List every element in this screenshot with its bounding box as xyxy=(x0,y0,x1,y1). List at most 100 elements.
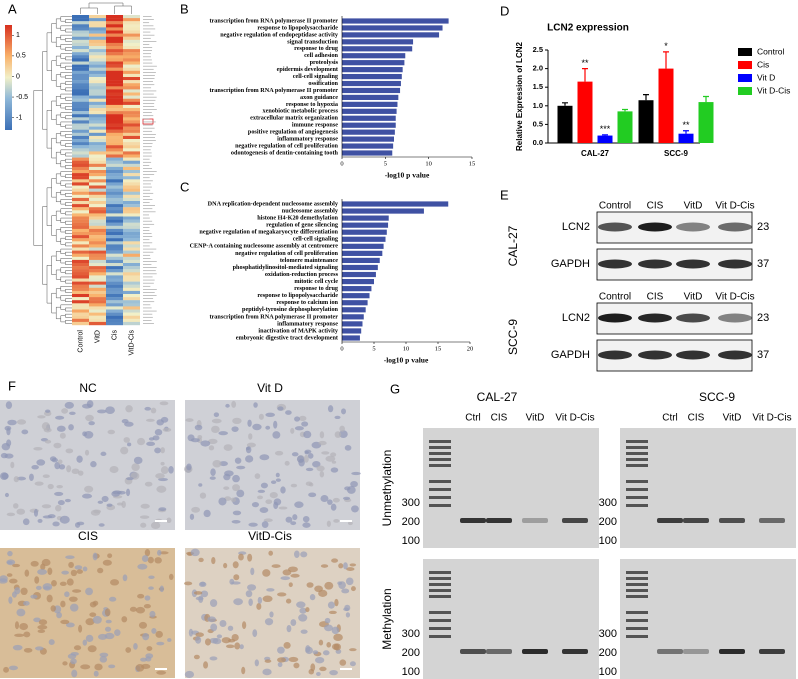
cell-nucleus xyxy=(126,442,132,447)
category-label: negative regulation of endopeptidase act… xyxy=(220,31,339,38)
cell-nucleus xyxy=(190,548,200,557)
heatmap-cell xyxy=(72,250,89,254)
heatmap-cell xyxy=(123,120,140,124)
heatmap-cell xyxy=(123,86,140,90)
cell-nucleus xyxy=(57,499,65,506)
significance-label: *** xyxy=(600,124,611,134)
cell-nucleus xyxy=(73,645,82,651)
heatmap-cell xyxy=(89,30,106,34)
heatmap-cell xyxy=(89,266,106,270)
ladder-band xyxy=(429,480,451,483)
cell-nucleus xyxy=(82,639,88,646)
heatmap-cell xyxy=(123,170,140,174)
heatmap-cell xyxy=(123,73,140,78)
cell-nucleus xyxy=(166,517,172,524)
heatmap-cell xyxy=(123,263,140,267)
lane-label: Ctrl xyxy=(662,413,678,424)
x-tick-label: SCC-9 xyxy=(664,149,689,158)
heatmap-cell xyxy=(106,294,123,298)
category-label: telomere maintenance xyxy=(280,257,338,264)
lane-label: Vit D-Cis xyxy=(555,413,594,424)
heatmap-cell xyxy=(106,64,123,68)
cell-nucleus xyxy=(31,464,39,470)
cell-nucleus xyxy=(208,445,215,451)
bar xyxy=(342,321,363,327)
heatmap-cell xyxy=(72,83,89,87)
cell-nucleus xyxy=(272,431,281,439)
cell-nucleus xyxy=(245,455,254,463)
cell-nucleus xyxy=(67,653,77,659)
heatmap-cell xyxy=(72,219,89,223)
ladder-label: 300 xyxy=(599,497,617,509)
y-tick-label: 0.5 xyxy=(533,119,543,128)
cell-nucleus xyxy=(326,642,332,648)
cell-nucleus xyxy=(155,473,165,479)
dendrogram xyxy=(65,106,72,110)
ladder-label: 100 xyxy=(402,535,420,547)
dendrogram xyxy=(65,230,72,234)
dendrogram xyxy=(65,28,72,33)
category-label: response to drug xyxy=(294,45,339,52)
heatmap-cell xyxy=(106,89,123,93)
heatmap-cell xyxy=(123,83,140,87)
heatmap-cell xyxy=(89,238,106,242)
bar xyxy=(342,293,370,299)
cell-nucleus xyxy=(334,598,339,607)
heatmap-cell xyxy=(106,318,123,323)
cell-nucleus xyxy=(97,500,104,504)
blot-band xyxy=(638,313,672,323)
ladder-label: 200 xyxy=(402,647,420,659)
heatmap-cell xyxy=(106,70,123,75)
bar xyxy=(342,250,383,256)
cell-nucleus xyxy=(218,497,227,506)
cell-nucleus xyxy=(347,521,353,526)
heatmap-cell xyxy=(123,278,140,282)
ladder-band xyxy=(429,619,451,622)
cell-nucleus xyxy=(306,582,314,588)
cell-nucleus xyxy=(277,406,284,411)
heatmap-cell xyxy=(123,108,140,112)
cell-nucleus xyxy=(59,581,67,586)
cell-nucleus xyxy=(56,611,62,619)
category-label: mitotic cell cycle xyxy=(294,278,338,285)
dendrogram xyxy=(65,124,72,129)
cell-nucleus xyxy=(36,459,46,466)
cell-nucleus xyxy=(93,509,102,514)
dendrogram xyxy=(65,81,72,85)
cell-nucleus xyxy=(104,608,111,617)
ladder-band xyxy=(429,440,451,443)
cell-nucleus xyxy=(47,483,54,490)
heatmap-cell xyxy=(123,297,140,301)
heatmap-cell xyxy=(89,213,106,217)
heatmap-cell xyxy=(106,163,123,168)
cell-nucleus xyxy=(16,508,26,515)
ladder-band xyxy=(429,577,451,580)
cell-nucleus xyxy=(82,566,88,572)
heatmap-cell xyxy=(106,222,123,226)
panel-letter: C xyxy=(180,179,189,194)
cell-nucleus xyxy=(203,661,209,669)
cell-nucleus xyxy=(291,452,299,457)
heatmap-cell xyxy=(72,132,89,137)
cell-nucleus xyxy=(193,591,203,595)
heatmap-cell xyxy=(72,179,89,183)
heatmap-cell xyxy=(123,253,140,257)
dendrogram xyxy=(55,37,61,48)
cell-nucleus xyxy=(211,425,220,434)
cell-nucleus xyxy=(219,461,228,467)
cell-nucleus xyxy=(184,670,195,679)
cell-nucleus xyxy=(23,631,31,638)
cell-nucleus xyxy=(37,568,48,575)
heatmap-cell xyxy=(72,225,89,230)
heatmap-cell xyxy=(72,278,89,282)
cell-nucleus xyxy=(142,633,150,641)
heatmap-cell xyxy=(106,238,123,242)
cell-nucleus xyxy=(333,633,343,642)
bar xyxy=(342,73,402,80)
cell-nucleus xyxy=(231,581,241,585)
cell-nucleus xyxy=(309,482,314,487)
heatmap-cell xyxy=(123,61,140,65)
category-label: transcription from RNA polymerase II pro… xyxy=(210,17,339,24)
panel-letter: A xyxy=(8,1,17,16)
